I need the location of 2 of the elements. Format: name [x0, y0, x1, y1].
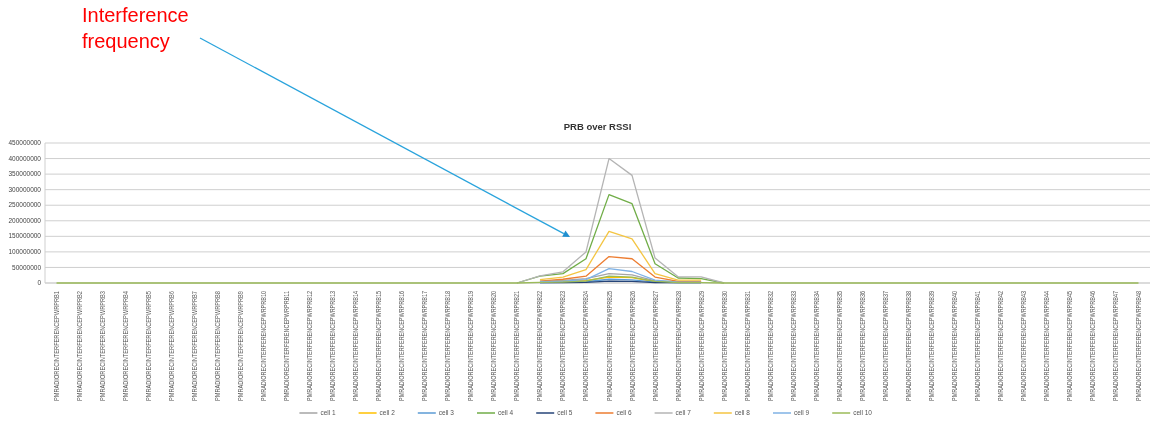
text: Interference frequency	[82, 4, 189, 52]
chart-title: PRB over RSSI	[563, 121, 632, 132]
